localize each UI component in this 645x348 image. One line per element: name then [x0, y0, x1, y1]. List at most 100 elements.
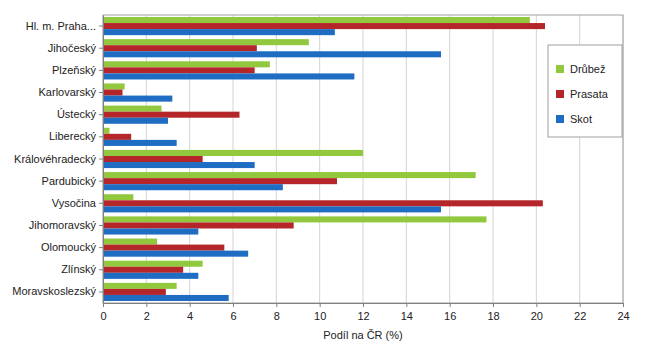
x-tick-mark [233, 303, 234, 307]
bar [103, 112, 240, 118]
x-tick-mark [406, 303, 407, 307]
y-tick: Zlínský [61, 263, 103, 275]
y-tick-label: Jihočeský [48, 42, 97, 54]
y-tick-label: Moravskoslezský [12, 285, 96, 297]
x-tick-label: 8 [274, 310, 280, 322]
bar [103, 156, 203, 162]
bar [103, 23, 545, 29]
x-tick-mark [320, 303, 321, 307]
x-tick-mark [493, 303, 494, 307]
bar [103, 245, 224, 251]
grid [103, 15, 623, 303]
x-tick-mark [536, 303, 537, 307]
bar [103, 172, 476, 178]
x-tick: 24 [617, 303, 629, 322]
y-tick: Ústecký [57, 108, 103, 120]
chart: 024681012141618202224Hl. m. Praha...Jiho… [0, 0, 645, 348]
bar [103, 289, 166, 295]
x-tick-label: 18 [487, 310, 499, 322]
grid-line [363, 15, 364, 303]
x-tick-mark [276, 303, 277, 307]
y-tick: Královéhradecký [14, 153, 103, 165]
x-tick: 14 [401, 303, 413, 322]
x-tick: 8 [274, 303, 280, 322]
x-tick: 4 [187, 303, 193, 322]
legend-box [548, 45, 622, 137]
bar [103, 90, 123, 96]
y-tick-mark [99, 136, 103, 137]
bar [103, 178, 337, 184]
grid-line [493, 15, 494, 303]
legend-swatch [556, 115, 564, 123]
bar [103, 261, 203, 267]
y-tick: Jihomoravský [29, 219, 103, 231]
y-tick-mark [99, 70, 103, 71]
bar [103, 83, 125, 89]
bar [103, 140, 177, 146]
x-tick: 20 [531, 303, 543, 322]
bar [103, 134, 131, 140]
grid-line [276, 15, 277, 303]
y-tick: Karlovarský [39, 86, 103, 98]
x-tick-label: 6 [230, 310, 236, 322]
plot: 024681012141618202224Hl. m. Praha...Jiho… [12, 15, 629, 322]
x-tick-label: 4 [187, 310, 193, 322]
bar [103, 45, 257, 51]
x-tick-mark [190, 303, 191, 307]
bar [103, 61, 270, 67]
x-tick: 10 [314, 303, 326, 322]
x-tick-mark [580, 303, 581, 307]
bar [103, 295, 229, 301]
grid-line [319, 15, 320, 303]
bar [103, 251, 248, 257]
legend: DrůbežPrasataSkot [548, 45, 622, 137]
bar [103, 67, 255, 73]
bar [103, 228, 198, 234]
x-tick: 18 [487, 303, 499, 322]
bars [103, 17, 545, 301]
y-tick: Jihočeský [48, 42, 103, 54]
x-tick-mark [363, 303, 364, 307]
y-tick-label: Ústecký [57, 108, 97, 120]
plot-frame [103, 15, 623, 303]
y-tick-mark [99, 247, 103, 248]
y-tick-mark [99, 291, 103, 292]
x-tick-label: 2 [144, 310, 150, 322]
bar [103, 239, 157, 245]
bar [103, 273, 198, 279]
grid-line [449, 15, 450, 303]
bar [103, 206, 441, 212]
y-tick: Hl. m. Praha... [26, 20, 103, 32]
y-tick-label: Olomoucký [41, 241, 97, 253]
bar [103, 162, 255, 168]
x-tick: 0 [100, 303, 106, 322]
y-tick-label: Pardubický [42, 175, 97, 187]
x-tick: 2 [144, 303, 150, 322]
bar [103, 73, 354, 79]
x-tick-label: 0 [100, 310, 106, 322]
x-tick-label: 24 [617, 310, 629, 322]
x-axis: 024681012141618202224 [100, 303, 629, 322]
legend-label: Prasata [570, 88, 609, 100]
y-tick: Pardubický [42, 175, 103, 187]
x-tick-label: 16 [444, 310, 456, 322]
y-tick-mark [99, 114, 103, 115]
y-tick: Olomoucký [41, 241, 103, 253]
x-tick-mark [146, 303, 147, 307]
series [103, 17, 530, 289]
x-tick-label: 14 [401, 310, 413, 322]
bar [103, 216, 487, 222]
y-tick-mark [99, 48, 103, 49]
grid-line [536, 15, 537, 303]
x-tick-label: 22 [574, 310, 586, 322]
y-tick-label: Karlovarský [39, 86, 97, 98]
y-tick: Vysočina [52, 197, 103, 209]
x-axis-title: Podíl na ČR (%) [323, 329, 402, 341]
y-tick-mark [99, 92, 103, 93]
y-tick: Plzeňský [52, 64, 103, 76]
y-tick-mark [99, 269, 103, 270]
y-tick-label: Plzeňský [52, 64, 97, 76]
bar [103, 17, 530, 23]
y-tick-label: Zlínský [61, 263, 96, 275]
y-axis-line [103, 16, 104, 304]
